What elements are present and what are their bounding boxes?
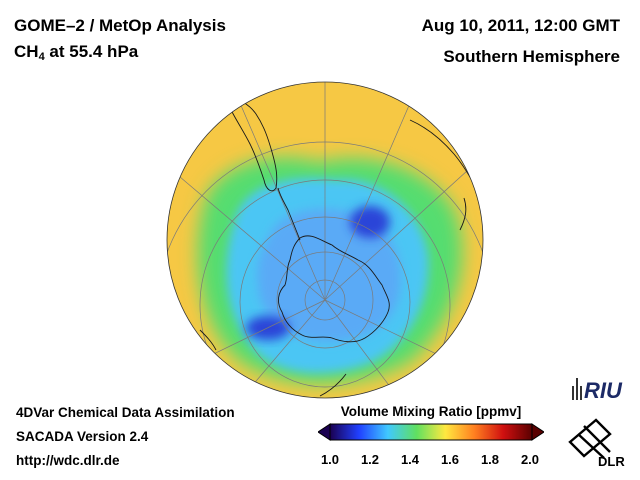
riu-logo: RIU xyxy=(572,378,623,403)
datetime-label: Aug 10, 2011, 12:00 GMT xyxy=(421,16,620,35)
meridian xyxy=(324,82,421,301)
colorbar-tick: 1.2 xyxy=(360,452,380,467)
antarctic-peninsula-coast xyxy=(277,187,301,241)
graticule xyxy=(167,82,483,398)
map-title: GOME–2 / MetOp Analysis xyxy=(14,16,226,35)
antarctica-coast xyxy=(278,235,390,343)
colorbar-tick: 1.8 xyxy=(480,452,500,467)
colorbar-tick: 1.4 xyxy=(400,452,420,467)
species-label: CH4 at 55.4 hPa xyxy=(14,42,139,63)
meridian xyxy=(167,159,326,301)
globe-map xyxy=(166,81,484,399)
meridian xyxy=(324,149,483,301)
dlr-logo: DLR xyxy=(568,418,625,468)
meridian xyxy=(229,82,326,301)
colorbar-tick: 2.0 xyxy=(520,452,540,467)
colorbar-tick: 1.0 xyxy=(320,452,340,467)
colorbar-tick: 1.6 xyxy=(440,452,460,467)
footer-line-2: SACADA Version 2.4 xyxy=(16,429,149,444)
footer-url: http://wdc.dlr.de xyxy=(16,453,120,468)
meridian xyxy=(324,299,401,398)
new-zealand-coast xyxy=(199,329,217,351)
colorbar-title: Volume Mixing Ratio [ppmv] xyxy=(340,404,522,419)
colorbar xyxy=(318,423,544,441)
colorbar-high-arrow xyxy=(531,423,544,441)
dlr-logo-text: DLR xyxy=(598,454,625,468)
footer-line-1: 4DVar Chemical Data Assimilation xyxy=(16,405,235,420)
colorbar-low-arrow xyxy=(318,423,331,441)
colorbar-body xyxy=(329,423,533,441)
region-label: Southern Hemisphere xyxy=(443,47,620,66)
globe-outline xyxy=(166,81,484,399)
riu-logo-text: RIU xyxy=(584,378,623,403)
